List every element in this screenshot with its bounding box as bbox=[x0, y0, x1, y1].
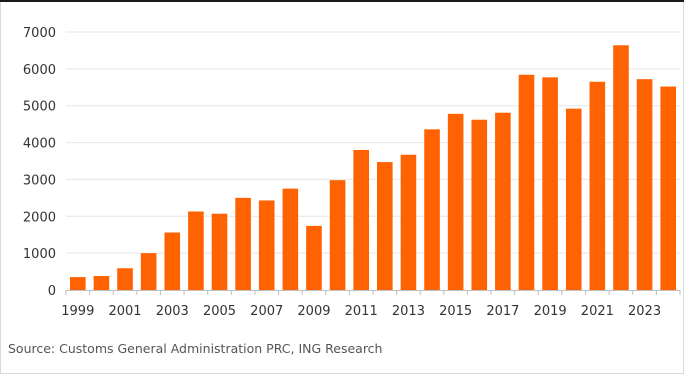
source-note: Source: Customs General Administration P… bbox=[8, 341, 383, 356]
bar-2004 bbox=[188, 211, 204, 290]
bar-2006 bbox=[235, 197, 251, 290]
y-tick-label: 6000 bbox=[23, 63, 56, 78]
x-tick-label: 2007 bbox=[250, 304, 283, 319]
axes bbox=[65, 290, 681, 295]
x-tick-label: 2017 bbox=[486, 304, 519, 319]
x-tick-label: 2005 bbox=[203, 304, 236, 319]
y-tick-label: 4000 bbox=[23, 137, 56, 152]
x-tick-labels: 1999 2001 2003 2005 2007 2009 2011 2013 2015 2017… bbox=[61, 304, 661, 319]
x-tick-label: 2019 bbox=[534, 304, 567, 319]
bars bbox=[70, 45, 676, 291]
bar-2022 bbox=[613, 45, 629, 290]
bar-2020 bbox=[565, 108, 582, 290]
bar-2011 bbox=[353, 149, 369, 290]
bar-2005 bbox=[211, 213, 228, 290]
y-tick-labels: 0 1000 2000 3000 4000 5000 6000 7000 bbox=[23, 26, 56, 299]
y-tick-label: 5000 bbox=[23, 100, 56, 115]
bar-2010 bbox=[329, 180, 346, 290]
gridlines bbox=[66, 31, 680, 254]
bar-2008 bbox=[282, 188, 299, 290]
bar-2021 bbox=[589, 81, 606, 290]
bar-2016 bbox=[471, 119, 488, 290]
bar-2007 bbox=[258, 200, 275, 290]
bar-2013 bbox=[400, 154, 417, 290]
x-tick-label: 1999 bbox=[61, 304, 94, 319]
bar-2001 bbox=[117, 268, 133, 290]
bar-2012 bbox=[377, 162, 393, 290]
bar-2023 bbox=[636, 79, 653, 290]
y-tick-label: 2000 bbox=[23, 210, 56, 225]
y-tick-label: 1000 bbox=[23, 247, 56, 262]
bar-2002 bbox=[140, 253, 157, 290]
x-tick-label: 2021 bbox=[581, 304, 614, 319]
x-tick-label: 2013 bbox=[392, 304, 425, 319]
y-tick-label: 7000 bbox=[23, 26, 56, 41]
y-tick-label: 3000 bbox=[23, 173, 56, 188]
x-tick-label: 2023 bbox=[628, 304, 661, 319]
bar-2018 bbox=[518, 74, 535, 290]
bar-2000 bbox=[93, 275, 110, 290]
bar-2024 bbox=[660, 86, 676, 290]
bar-2017 bbox=[495, 112, 511, 291]
x-tick-label: 2015 bbox=[439, 304, 472, 319]
bar-1999 bbox=[70, 277, 86, 290]
bar-2009 bbox=[306, 225, 322, 290]
x-tick-label: 2001 bbox=[108, 304, 141, 319]
bar-2015 bbox=[447, 113, 464, 290]
x-tick-label: 2009 bbox=[297, 304, 330, 319]
frame-top-rule bbox=[0, 0, 684, 2]
x-tick-label: 2003 bbox=[156, 304, 189, 319]
y-tick-label: 0 bbox=[48, 284, 56, 299]
bar-2003 bbox=[164, 232, 181, 290]
bar-2014 bbox=[424, 129, 440, 290]
x-tick-label: 2011 bbox=[345, 304, 378, 319]
bar-chart: 0 1000 2000 3000 4000 5000 6000 7000 1999 2001 20… bbox=[23, 26, 681, 319]
bar-2019 bbox=[542, 77, 558, 290]
